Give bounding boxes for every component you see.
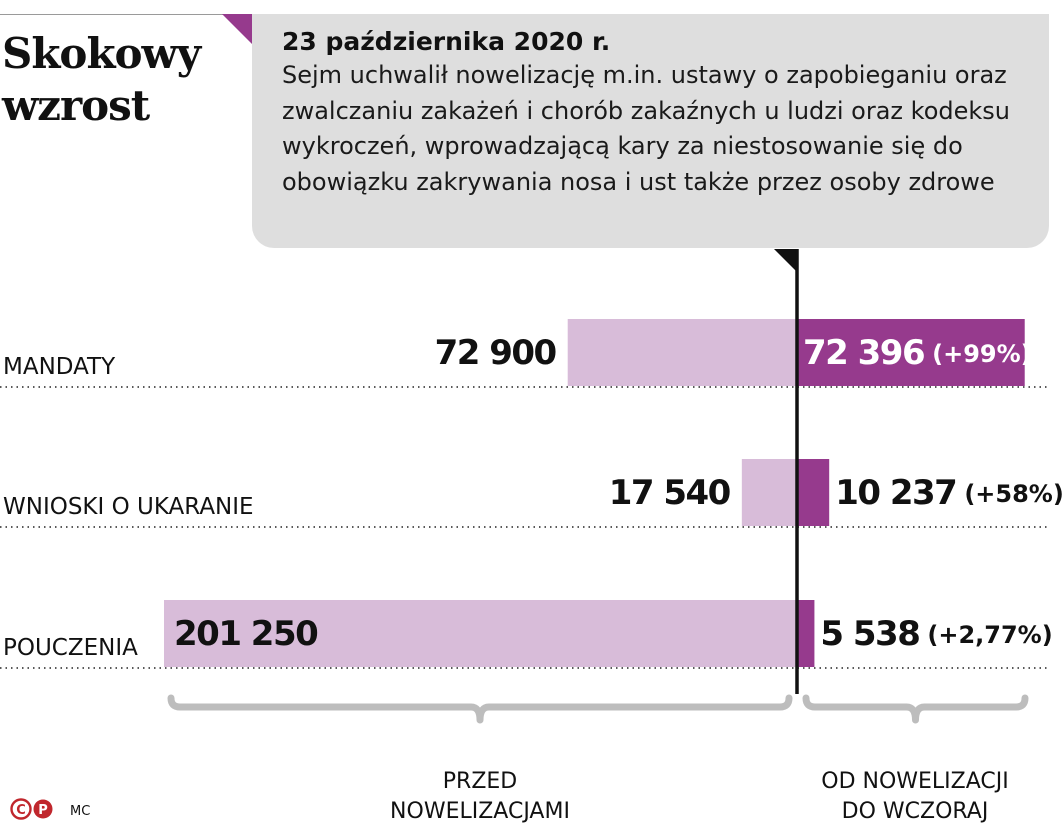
callout-date: 23 października 2020 r. (282, 27, 611, 56)
brace-after (802, 694, 1029, 724)
bar-after (797, 319, 1025, 386)
callout-pointer (774, 249, 797, 272)
svg-text:P: P (38, 803, 48, 818)
publisher-logo: C P (10, 797, 60, 825)
value-label-before: 72 900 (435, 333, 557, 373)
value-label-after: 10 237 (835, 473, 956, 513)
group-braces: PRZED NOWELIZACJAMI OD NOWELIZACJI DO WCZOR… (167, 694, 1029, 824)
chart-title: Skokowy wzrost (2, 28, 201, 132)
bar-after (797, 600, 815, 667)
title-accent-triangle (222, 14, 252, 44)
change-label: (+2,77%) (927, 621, 1052, 649)
group-label-before-line-2: NOWELIZACJAMI (390, 799, 570, 824)
group-label-after-line-1: OD NOWELIZACJI (821, 769, 1009, 794)
change-label: (+99%) (932, 340, 1032, 368)
author-credit: MC (70, 804, 91, 819)
value-label-after: 72 396 (803, 333, 924, 373)
bar-before (164, 600, 797, 667)
category-label: MANDATY (3, 354, 116, 380)
value-label-after: 5 538 (820, 614, 919, 654)
chart-rows: MANDATY 72 900 72 396 (+99%) WNIOSKI O UKARA… (0, 319, 1062, 669)
change-label: (+58%) (964, 480, 1062, 508)
group-label-before-line-1: PRZED (443, 769, 517, 794)
brace-before (167, 694, 793, 724)
category-label: POUCZENIA (3, 635, 138, 661)
event-callout: 23 października 2020 r. Sejm uchwalił no… (252, 14, 1049, 248)
bar-before (741, 459, 797, 526)
value-label-before: 17 540 (609, 473, 731, 513)
bar-before (567, 319, 797, 386)
svg-text:C: C (16, 803, 26, 818)
bar-after (797, 459, 830, 526)
group-label-after-line-2: DO WCZORAJ (842, 799, 989, 824)
title-line-1: Skokowy (2, 29, 201, 78)
title-line-2: wzrost (2, 81, 150, 130)
category-label: WNIOSKI O UKARANIE (3, 494, 254, 520)
callout-text: Sejm uchwalił nowelizację m.in. ustawy o… (282, 61, 1010, 196)
value-label-before: 201 250 (174, 614, 318, 654)
